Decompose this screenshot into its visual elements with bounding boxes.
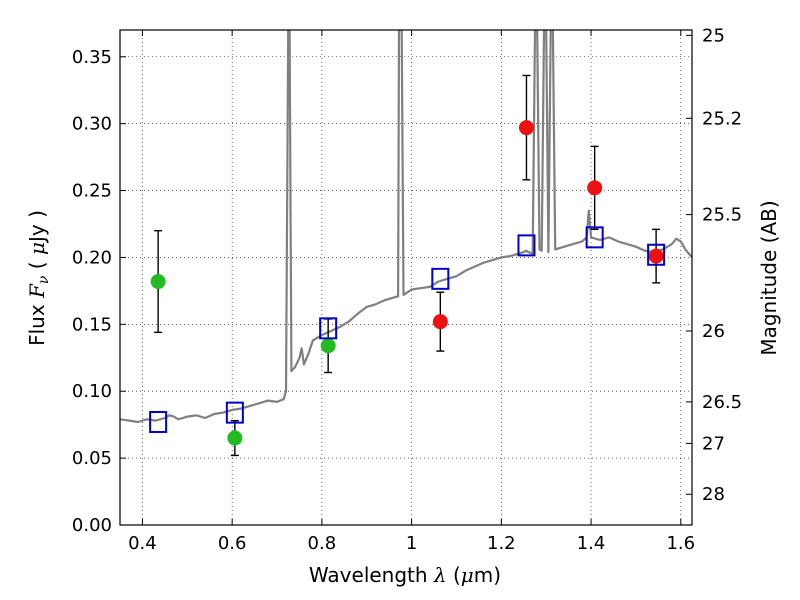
y2-tick-label: 25.2 <box>702 108 742 129</box>
y-tick-label: 0.15 <box>72 314 112 335</box>
y-tick-label: 0.05 <box>72 448 112 469</box>
data-point <box>227 430 243 446</box>
ticks: 0.4 0.6 0.8 1 1.2 1.4 1.6 0.00 0.05 0.10 0.15 0.20 0… <box>72 25 742 554</box>
model-box <box>225 401 244 424</box>
x-tick-label: 0.8 <box>308 533 337 554</box>
data-point <box>320 338 336 354</box>
data-point <box>648 248 664 264</box>
y-tick-label: 0.25 <box>72 181 112 202</box>
spectrum-layer <box>120 30 692 424</box>
model-box <box>517 234 536 257</box>
plot-frame <box>119 29 693 526</box>
y2-tick-label: 25 <box>702 25 725 46</box>
y2-axis-label: Magnitude (AB) <box>757 200 781 355</box>
model-box <box>431 267 450 290</box>
y2-tick-label: 26 <box>702 321 725 342</box>
y-tick-label: 0.35 <box>72 47 112 68</box>
x-tick-label: 0.4 <box>128 533 157 554</box>
spectrum-line <box>120 30 692 424</box>
data-point <box>432 314 448 330</box>
y-tick-label: 0.00 <box>72 515 112 536</box>
model-box <box>149 410 168 433</box>
data-point <box>150 274 166 290</box>
y2-tick-label: 25.5 <box>702 205 742 226</box>
x-tick-label: 1.6 <box>666 533 695 554</box>
y2-tick-label: 26.5 <box>702 392 742 413</box>
data-point <box>587 180 603 196</box>
model-box <box>647 243 666 266</box>
y-tick-label: 0.30 <box>72 114 112 135</box>
x-tick-label: 1.2 <box>487 533 516 554</box>
x-tick-label: 1.4 <box>577 533 606 554</box>
points-layer <box>149 74 666 457</box>
x-axis-label: Wavelength λ (μm) <box>309 563 501 587</box>
x-tick-label: 0.6 <box>218 533 247 554</box>
y2-tick-label: 27 <box>702 433 725 454</box>
grid <box>120 30 692 525</box>
model-box <box>319 317 338 340</box>
y-tick-label: 0.10 <box>72 381 112 402</box>
data-point <box>518 120 534 136</box>
y2-tick-label: 28 <box>702 484 725 505</box>
y-axis-label: Flux Fν ( μJy ) <box>25 210 52 346</box>
x-tick-label: 1 <box>406 533 417 554</box>
model-box <box>585 226 604 249</box>
y-tick-label: 0.20 <box>72 247 112 268</box>
